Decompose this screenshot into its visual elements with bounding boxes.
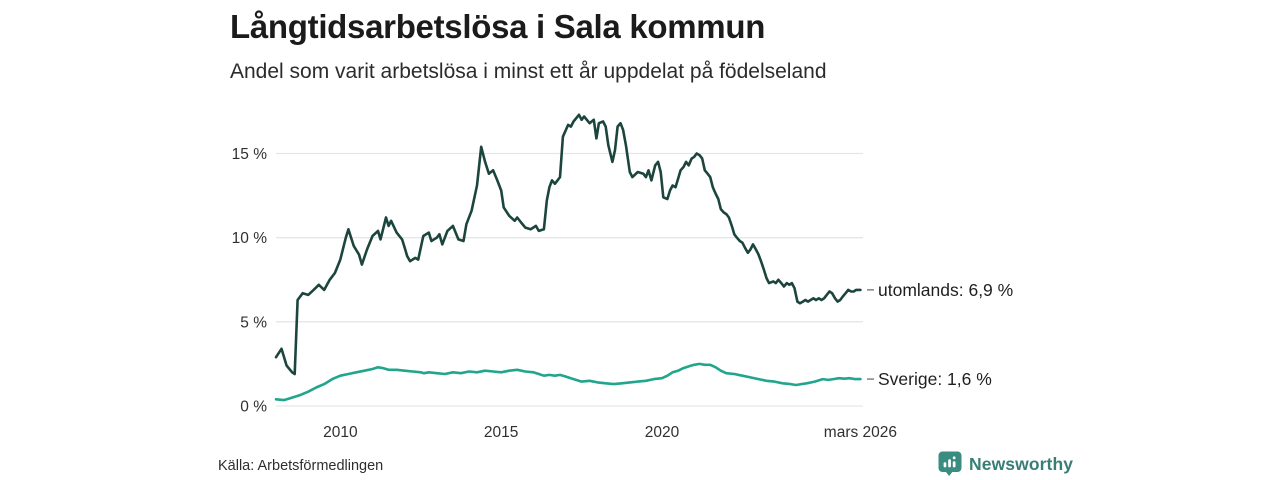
branding: Newsworthy <box>938 451 1073 477</box>
source-note: Källa: Arbetsförmedlingen <box>218 458 384 474</box>
y-tick-label: 15 % <box>232 146 268 163</box>
newsworthy-logo-icon <box>938 451 962 477</box>
legend-label-Sverige: Sverige: 1,6 % <box>878 369 992 389</box>
y-tick-label: 0 % <box>240 399 267 416</box>
brand-name: Newsworthy <box>969 453 1074 474</box>
x-tick-label: 2020 <box>645 424 680 441</box>
legend-label-utomlands: utomlands: 6,9 % <box>878 280 1013 300</box>
chart-subtitle: Andel som varit arbetslösa i minst ett å… <box>230 60 827 83</box>
x-tick-label: 2010 <box>323 424 358 441</box>
x-tick-label: mars 2026 <box>824 424 897 441</box>
y-tick-label: 10 % <box>232 230 268 247</box>
chart-title: Långtidsarbetslösa i Sala kommun <box>230 8 766 45</box>
x-tick-label: 2015 <box>484 424 518 441</box>
y-tick-label: 5 % <box>240 314 267 331</box>
series-line-Sverige <box>274 362 862 402</box>
series-line-utomlands <box>274 113 862 376</box>
